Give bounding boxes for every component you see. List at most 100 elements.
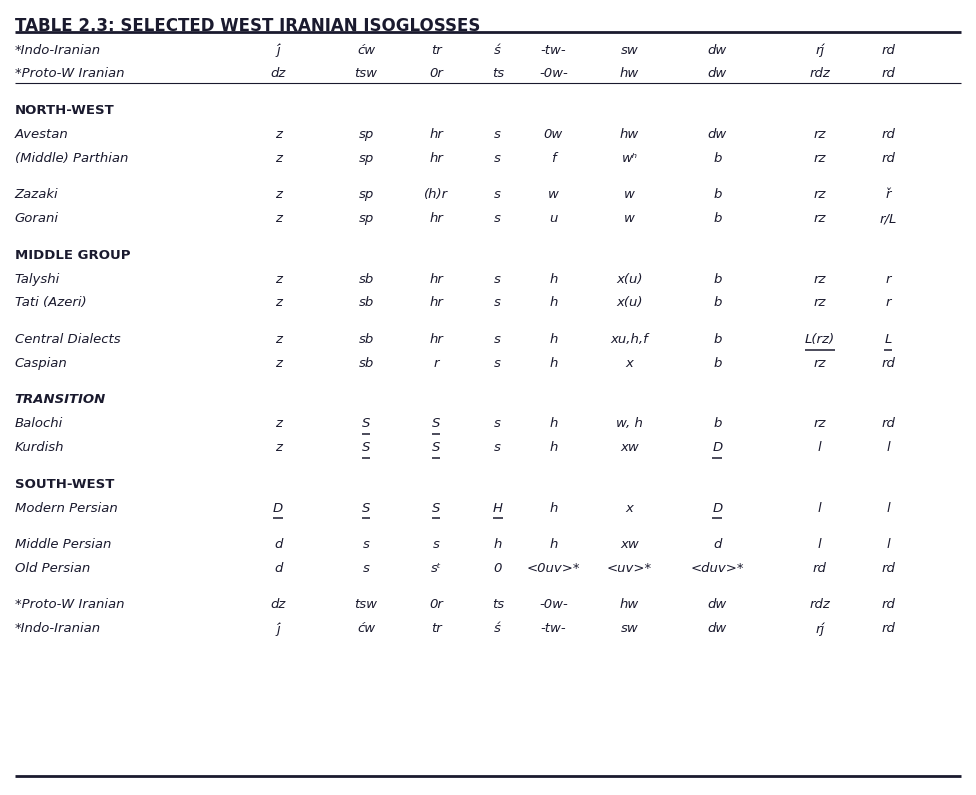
- Text: hr: hr: [429, 333, 443, 346]
- Text: b: b: [713, 357, 721, 370]
- Text: SOUTH-WEST: SOUTH-WEST: [15, 478, 114, 491]
- Text: x(u): x(u): [616, 273, 643, 285]
- Text: s: s: [494, 212, 502, 225]
- Text: x: x: [626, 502, 633, 514]
- Text: Central Dialects: Central Dialects: [15, 333, 120, 346]
- Text: h: h: [549, 538, 557, 551]
- Text: sp: sp: [358, 128, 374, 141]
- Text: s: s: [494, 417, 502, 430]
- Text: hw: hw: [620, 68, 639, 80]
- Text: TABLE 2.3: SELECTED WEST IRANIAN ISOGLOSSES: TABLE 2.3: SELECTED WEST IRANIAN ISOGLOS…: [15, 17, 480, 36]
- Text: rz: rz: [814, 297, 826, 309]
- Text: j́: j́: [276, 44, 280, 56]
- Text: w: w: [624, 212, 635, 225]
- Text: w: w: [624, 188, 635, 201]
- Text: Caspian: Caspian: [15, 357, 67, 370]
- Text: h: h: [549, 357, 557, 370]
- Text: L(rz): L(rz): [805, 333, 834, 346]
- Text: h: h: [549, 297, 557, 309]
- Text: 0r: 0r: [429, 599, 443, 611]
- Text: rd: rd: [881, 622, 895, 635]
- Text: NORTH-WEST: NORTH-WEST: [15, 104, 114, 117]
- Text: xw: xw: [620, 538, 639, 551]
- Text: f: f: [551, 152, 555, 165]
- Text: l: l: [886, 538, 890, 551]
- Text: 0w: 0w: [544, 128, 563, 141]
- Text: dw: dw: [708, 68, 727, 80]
- Text: ś: ś: [494, 44, 502, 56]
- Text: 0r: 0r: [429, 68, 443, 80]
- Text: D: D: [273, 502, 283, 514]
- Text: rz: rz: [814, 188, 826, 201]
- Text: rd: rd: [881, 599, 895, 611]
- Text: hw: hw: [620, 128, 639, 141]
- Text: s: s: [494, 273, 502, 285]
- Text: rz: rz: [814, 212, 826, 225]
- Text: h: h: [549, 273, 557, 285]
- Text: b: b: [713, 188, 721, 201]
- Text: sp: sp: [358, 188, 374, 201]
- Text: xu,h,f: xu,h,f: [611, 333, 648, 346]
- Text: hr: hr: [429, 273, 443, 285]
- Text: x: x: [626, 357, 633, 370]
- Text: l: l: [818, 441, 822, 454]
- Text: d: d: [274, 562, 282, 575]
- Text: s: s: [494, 152, 502, 165]
- Text: rd: rd: [881, 44, 895, 56]
- Text: h: h: [494, 538, 502, 551]
- Text: hr: hr: [429, 297, 443, 309]
- Text: -0w-: -0w-: [539, 68, 568, 80]
- Text: *Proto-W Iranian: *Proto-W Iranian: [15, 599, 124, 611]
- Text: Old Persian: Old Persian: [15, 562, 90, 575]
- Text: h: h: [549, 333, 557, 346]
- Text: rd: rd: [881, 68, 895, 80]
- Text: D: D: [712, 502, 722, 514]
- Text: H: H: [493, 502, 503, 514]
- Text: rdz: rdz: [809, 68, 831, 80]
- Text: dw: dw: [708, 44, 727, 56]
- Text: xw: xw: [620, 441, 639, 454]
- Text: S: S: [432, 502, 440, 514]
- Text: h: h: [549, 502, 557, 514]
- Text: s: s: [494, 333, 502, 346]
- Text: hw: hw: [620, 599, 639, 611]
- Text: j́: j́: [276, 622, 280, 635]
- Text: (h)r: (h)r: [425, 188, 448, 201]
- Text: ćw: ćw: [357, 44, 375, 56]
- Text: rz: rz: [814, 273, 826, 285]
- Text: ś: ś: [494, 622, 502, 635]
- Text: z: z: [274, 128, 282, 141]
- Text: s: s: [362, 538, 370, 551]
- Text: Balochi: Balochi: [15, 417, 62, 430]
- Text: dz: dz: [270, 68, 286, 80]
- Text: z: z: [274, 212, 282, 225]
- Text: -tw-: -tw-: [541, 622, 566, 635]
- Text: sw: sw: [621, 44, 638, 56]
- Text: rj́: rj́: [815, 44, 825, 56]
- Text: *Indo-Iranian: *Indo-Iranian: [15, 44, 101, 56]
- Text: S: S: [362, 502, 370, 514]
- Text: sb: sb: [358, 297, 374, 309]
- Text: <uv>*: <uv>*: [607, 562, 652, 575]
- Text: (Middle) Parthian: (Middle) Parthian: [15, 152, 128, 165]
- Text: sw: sw: [621, 622, 638, 635]
- Text: <0uv>*: <0uv>*: [527, 562, 580, 575]
- Text: sb: sb: [358, 357, 374, 370]
- Text: l: l: [886, 441, 890, 454]
- Text: r: r: [885, 297, 891, 309]
- Text: s: s: [362, 562, 370, 575]
- Text: l: l: [886, 502, 890, 514]
- Text: tsw: tsw: [354, 599, 378, 611]
- Text: Talyshi: Talyshi: [15, 273, 60, 285]
- Text: r/L: r/L: [879, 212, 897, 225]
- Text: l: l: [818, 538, 822, 551]
- Text: rd: rd: [881, 562, 895, 575]
- Text: s: s: [494, 128, 502, 141]
- Text: Modern Persian: Modern Persian: [15, 502, 117, 514]
- Text: b: b: [713, 273, 721, 285]
- Text: rj́: rj́: [815, 622, 825, 635]
- Text: rd: rd: [881, 152, 895, 165]
- Text: S: S: [432, 417, 440, 430]
- Text: D: D: [712, 441, 722, 454]
- Text: *Indo-Iranian: *Indo-Iranian: [15, 622, 101, 635]
